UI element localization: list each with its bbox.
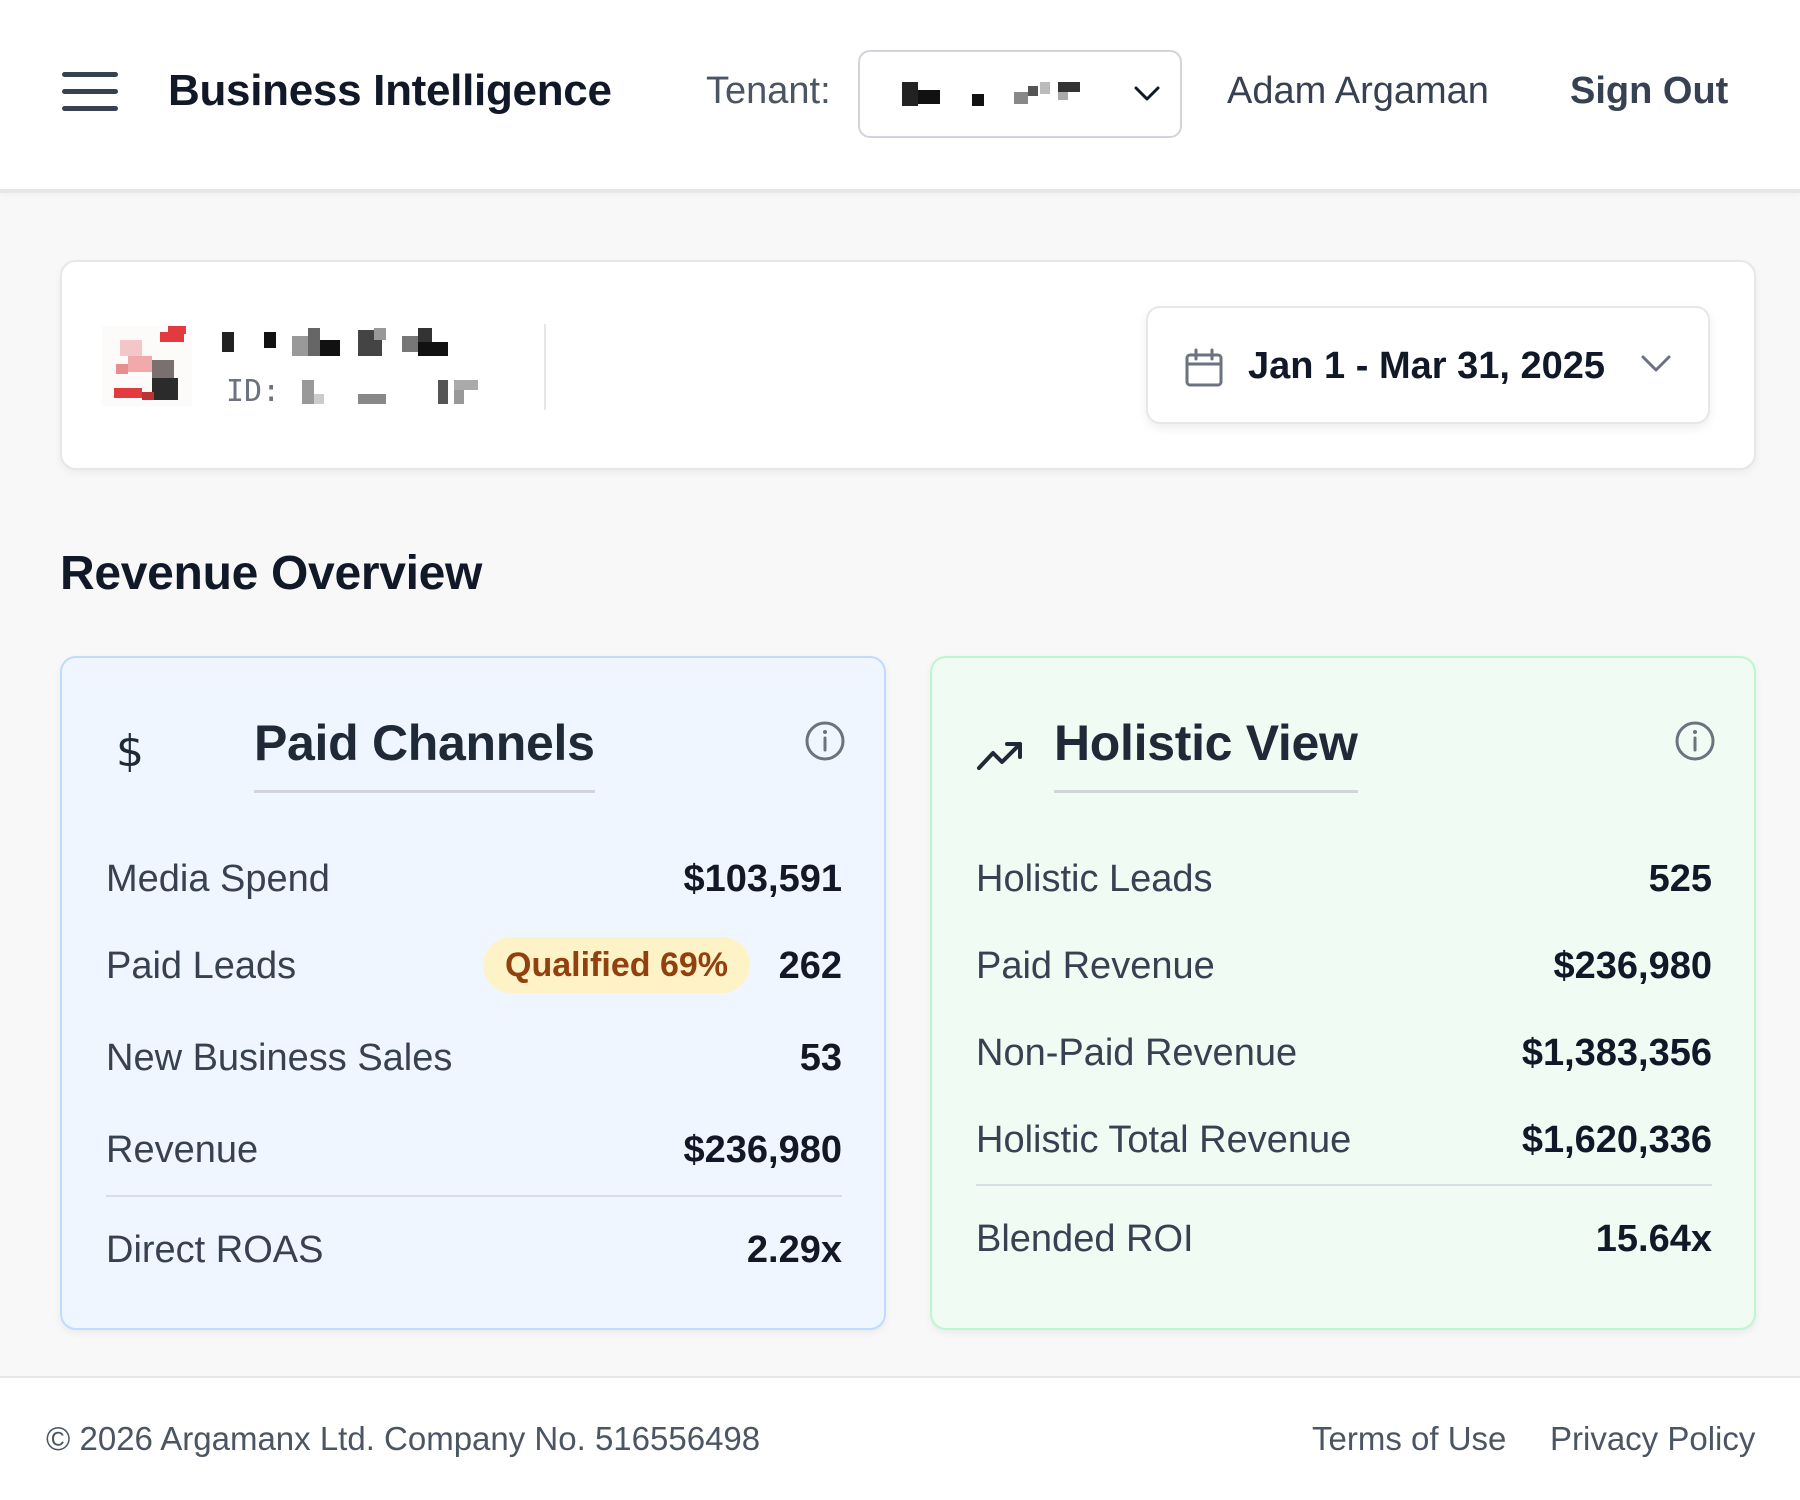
divider <box>976 1184 1712 1186</box>
redacted-client-name <box>222 328 448 356</box>
date-range-label: Jan 1 - Mar 31, 2025 <box>1248 345 1605 387</box>
summary-row: Direct ROAS 2.29x <box>106 1225 842 1277</box>
summary-value: 15.64x <box>1595 1218 1712 1260</box>
privacy-policy-link[interactable]: Privacy Policy <box>1550 1420 1756 1457</box>
user-name: Adam Argaman <box>1227 70 1489 112</box>
metric-label: Revenue <box>106 1129 259 1171</box>
top-header: Business Intelligence Tenant: Adam Argam… <box>0 0 1800 193</box>
metric-value: $236,980 <box>1553 945 1713 987</box>
tenant-label: Tenant: <box>706 70 831 112</box>
info-icon[interactable] <box>804 720 846 762</box>
metric-row: Paid Leads Qualified 69% 262 <box>106 937 842 993</box>
metric-row: Media Spend $103,591 <box>106 854 842 906</box>
metric-row: Holistic Total Revenue $1,620,336 <box>976 1115 1712 1167</box>
info-icon[interactable] <box>1674 720 1716 762</box>
chevron-down-icon <box>1134 86 1160 101</box>
card-title: Holistic View <box>1054 714 1358 793</box>
metric-label: Paid Leads <box>106 945 297 987</box>
page-footer: © 2026 Argamanx Ltd. Company No. 5165564… <box>0 1376 1800 1500</box>
metric-label: Non-Paid Revenue <box>976 1032 1298 1074</box>
card-title: Paid Channels <box>254 714 595 793</box>
metric-row: New Business Sales 53 <box>106 1033 842 1085</box>
metric-row: Non-Paid Revenue $1,383,356 <box>976 1028 1712 1080</box>
metric-label: New Business Sales <box>106 1037 453 1079</box>
metric-value: 525 <box>1648 858 1712 900</box>
metric-value: 262 <box>778 945 842 987</box>
app-title: Business Intelligence <box>168 66 612 115</box>
metric-value: $1,620,336 <box>1521 1119 1712 1161</box>
metric-row: Holistic Leads 525 <box>976 854 1712 906</box>
card-header: Holistic View <box>976 714 1716 794</box>
chevron-down-icon <box>1641 355 1671 372</box>
client-id-label: ID: <box>226 374 281 409</box>
dollar-icon: $ <box>116 726 144 772</box>
metric-label: Media Spend <box>106 858 330 900</box>
card-header: $ Paid Channels <box>106 714 846 794</box>
copyright-text: © 2026 Argamanx Ltd. Company No. 5165564… <box>46 1420 761 1457</box>
metric-label: Holistic Leads <box>976 858 1213 900</box>
metric-label: Paid Revenue <box>976 945 1215 987</box>
metric-value: $103,591 <box>683 858 843 900</box>
metric-value: $236,980 <box>683 1129 843 1171</box>
sign-out-link[interactable]: Sign Out <box>1570 70 1729 112</box>
redacted-client-id <box>302 380 478 404</box>
divider <box>106 1195 842 1197</box>
metric-value: $1,383,356 <box>1521 1032 1712 1074</box>
svg-text:$: $ <box>116 726 144 772</box>
client-card: ID: Jan 1 - Mar 31, 2025 <box>60 260 1756 470</box>
tenant-select[interactable] <box>858 50 1182 138</box>
qualified-badge: Qualified 69% <box>483 937 750 993</box>
summary-label: Blended ROI <box>976 1218 1194 1260</box>
metric-value: 53 <box>799 1037 842 1079</box>
client-logo <box>102 326 192 406</box>
summary-row: Blended ROI 15.64x <box>976 1214 1712 1266</box>
client-id-row: ID: <box>226 374 478 410</box>
paid-channels-card: $ Paid Channels Media Spend $103,591 Pai… <box>60 656 886 1330</box>
date-range-picker[interactable]: Jan 1 - Mar 31, 2025 <box>1146 306 1710 424</box>
terms-of-use-link[interactable]: Terms of Use <box>1312 1420 1507 1457</box>
section-title: Revenue Overview <box>60 547 483 600</box>
holistic-view-card: Holistic View Holistic Leads 525 Paid Re… <box>930 656 1756 1330</box>
trending-up-icon <box>977 742 1022 770</box>
summary-label: Direct ROAS <box>106 1229 324 1271</box>
metric-row: Paid Revenue $236,980 <box>976 941 1712 993</box>
hamburger-menu-icon[interactable] <box>62 72 118 116</box>
metric-label: Holistic Total Revenue <box>976 1119 1352 1161</box>
calendar-icon <box>1185 348 1223 387</box>
redacted-tenant-name <box>902 82 1102 108</box>
metric-row: Revenue $236,980 <box>106 1125 842 1177</box>
divider <box>544 324 546 410</box>
summary-value: 2.29x <box>746 1229 842 1271</box>
